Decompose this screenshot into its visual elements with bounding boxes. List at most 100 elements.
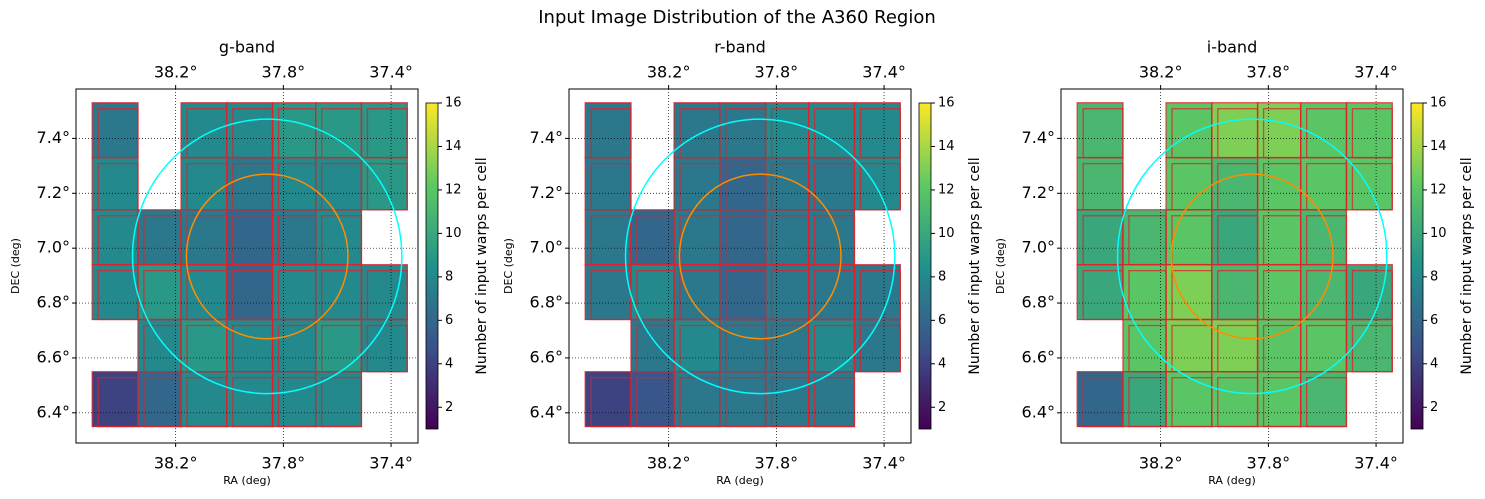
- colorbar-tick-label: 12: [445, 182, 462, 197]
- y-tick-label: 6.6°: [37, 347, 70, 366]
- heat-cell: [226, 102, 274, 159]
- heat-cell: [585, 371, 632, 428]
- x-tick-label: 37.4°: [369, 454, 413, 473]
- heat-cell: [630, 319, 675, 373]
- colorbar-tick-label: 2: [938, 400, 946, 415]
- heat-cell: [272, 102, 317, 159]
- heat-cell: [1077, 102, 1124, 159]
- heat-cell: [1211, 371, 1259, 428]
- heat-cell: [272, 157, 317, 211]
- heat-cell: [585, 209, 632, 266]
- colorbar-tick-label: 2: [1430, 400, 1438, 415]
- heat-cell: [1077, 157, 1124, 211]
- y-tick-label: 7.2°: [37, 183, 70, 202]
- heat-cell: [630, 371, 675, 428]
- heat-cell: [765, 157, 810, 211]
- x-tick-label-top: 37.8°: [262, 63, 306, 82]
- colorbar-tick-label: 14: [938, 139, 955, 154]
- heat-cell: [1166, 102, 1213, 159]
- heat-cell: [854, 102, 901, 159]
- heat-cell: [1257, 209, 1302, 266]
- heat-cell: [1257, 157, 1302, 211]
- heat-cell: [1077, 371, 1124, 428]
- y-tick-label: 7.2°: [1022, 183, 1055, 202]
- heat-cell: [1300, 157, 1347, 211]
- plot-frame: [568, 88, 912, 444]
- colorbar-tick-label: 8: [938, 269, 946, 284]
- heat-cell: [1257, 319, 1302, 373]
- heat-cell: [1077, 264, 1124, 321]
- heat-cell: [92, 264, 139, 321]
- heat-cell: [92, 157, 139, 211]
- heat-cell: [226, 209, 274, 266]
- region-circle: [185, 173, 349, 340]
- heat-cell: [226, 157, 274, 211]
- heat-cell: [181, 157, 228, 211]
- heat-cell: [585, 157, 632, 211]
- heat-cell: [630, 264, 675, 321]
- heat-cell: [181, 371, 228, 428]
- colorbar-tick-label: 4: [938, 356, 946, 371]
- region-circle: [1170, 173, 1334, 340]
- heat-cell: [226, 319, 274, 373]
- heat-cell: [1211, 102, 1259, 159]
- heat-cell: [1122, 319, 1167, 373]
- heat-cell: [226, 264, 274, 321]
- x-tick-label-top: 37.4°: [369, 63, 413, 82]
- heat-cell: [272, 264, 317, 321]
- panel-title: i-band: [1207, 38, 1257, 57]
- heat-cell: [719, 371, 767, 428]
- colorbar-tick-label: 8: [445, 269, 453, 284]
- heat-cell: [1300, 371, 1347, 428]
- region-circle: [131, 118, 403, 395]
- heat-cell: [1166, 157, 1213, 211]
- y-tick-label: 7.0°: [1022, 238, 1055, 257]
- tile-outline: [859, 162, 901, 211]
- heat-cell: [181, 319, 228, 373]
- colorbar-label: Number of input warps per cell: [1459, 157, 1475, 374]
- y-axis-label: DEC (deg): [502, 238, 515, 294]
- region-circle: [624, 118, 896, 395]
- heat-cell: [1346, 102, 1393, 159]
- y-tick-label: 7.4°: [1022, 128, 1055, 147]
- region-circle: [678, 173, 842, 340]
- x-tick-label-top: 38.2°: [154, 63, 198, 82]
- figure-title: Input Image Distribution of the A360 Reg…: [538, 7, 936, 28]
- x-axis-label: RA (deg): [716, 474, 764, 487]
- x-tick-label-top: 37.4°: [862, 63, 906, 82]
- heat-cell: [137, 209, 182, 266]
- tile-outline: [1351, 162, 1393, 211]
- heat-cell: [1257, 264, 1302, 321]
- heat-cell: [137, 264, 182, 321]
- heat-cell: [765, 102, 810, 159]
- heat-cell: [719, 157, 767, 211]
- y-tick-label: 7.4°: [530, 128, 563, 147]
- y-axis-label: DEC (deg): [994, 238, 1007, 294]
- heat-cell: [315, 102, 362, 159]
- colorbar-tick-label: 6: [445, 313, 453, 328]
- heat-cell: [315, 319, 362, 373]
- heat-cell: [1166, 371, 1213, 428]
- colorbar-tick-label: 14: [1430, 139, 1447, 154]
- heat-cell: [674, 157, 721, 211]
- colorbar-tick-label: 4: [1430, 356, 1438, 371]
- colorbar-tick-label: 12: [938, 182, 955, 197]
- x-tick-label: 38.2°: [647, 454, 691, 473]
- heat-cell: [765, 371, 810, 428]
- heat-cell: [92, 371, 139, 428]
- colorbar: [425, 102, 439, 430]
- colorbar-tick-label: 16: [1430, 96, 1447, 111]
- heat-cell: [719, 102, 767, 159]
- colorbar-label: Number of input warps per cell: [967, 157, 983, 374]
- colorbar-tick-label: 10: [938, 226, 955, 241]
- heat-cell: [272, 371, 317, 428]
- heat-cell: [1211, 319, 1259, 373]
- heat-cell: [361, 102, 408, 159]
- heat-cell: [808, 264, 855, 321]
- y-tick-label: 6.4°: [37, 402, 70, 421]
- x-tick-label-top: 38.2°: [647, 63, 691, 82]
- heat-cell: [1300, 102, 1347, 159]
- tile-outline: [814, 377, 856, 428]
- x-tick-label-top: 38.2°: [1139, 63, 1183, 82]
